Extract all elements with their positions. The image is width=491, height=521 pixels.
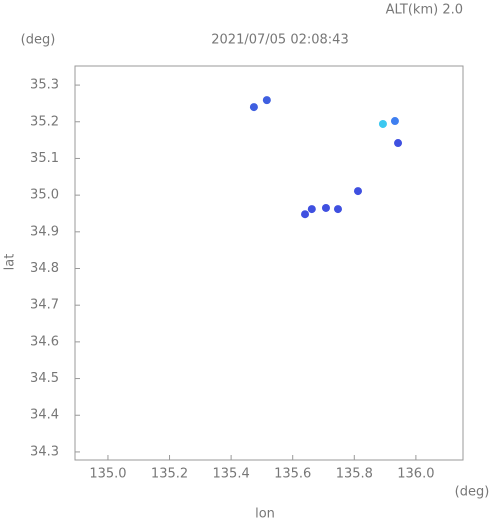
y-tick-label: 34.5 [30,371,59,386]
echo-point [262,96,271,105]
echo-point [307,205,316,214]
x-tick-label: 136.0 [397,467,434,482]
y-tick-label: 34.7 [30,298,59,313]
y-tick-label: 34.8 [30,261,59,276]
x-tick-label: 135.6 [274,467,311,482]
echo-point [353,187,362,196]
chart-title: 2021/07/05 02:08:43 [211,33,348,48]
x-tick-label: 135.2 [151,467,188,482]
x-tick-label: 135.0 [89,467,126,482]
x-tick-label: 135.8 [336,467,373,482]
echo-point [321,203,330,212]
y-tick-label: 35.0 [30,188,59,203]
y-tick-label: 34.6 [30,334,59,349]
y-tick-label: 34.3 [30,444,59,459]
echo-point [249,103,258,112]
echo-point [378,119,387,128]
y-unit: (deg) [21,33,56,48]
echo-point [390,117,399,126]
echo-point [394,139,403,148]
echo-point [333,205,342,214]
y-tick-label: 34.4 [30,408,59,423]
x-axis-label: lon [255,507,275,521]
altitude-label: ALT(km) 2.0 [386,3,463,18]
y-axis-label: lat [3,254,18,271]
y-tick-label: 35.1 [30,151,59,166]
y-tick-label: 35.3 [30,78,59,93]
y-tick-label: 34.9 [30,224,59,239]
x-unit: (deg) [455,485,490,500]
echo-point [301,210,310,219]
plot-frame [74,65,464,461]
x-tick-label: 135.4 [213,467,250,482]
y-tick-label: 35.2 [30,114,59,129]
